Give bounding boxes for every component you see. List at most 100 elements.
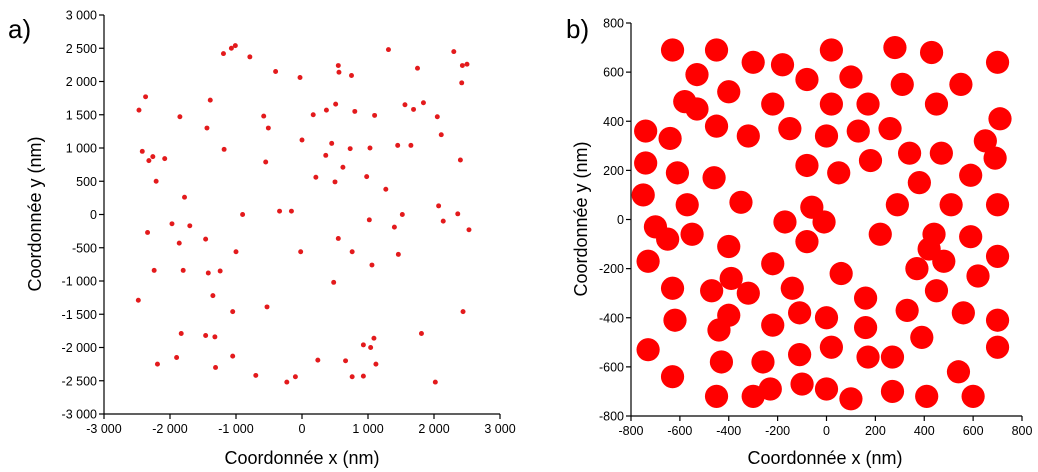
panel-a-y-tick-label: 2 000 xyxy=(66,75,97,89)
data-point xyxy=(460,309,466,315)
data-point xyxy=(658,126,682,151)
panel-b-y-tick-label: 600 xyxy=(603,66,624,80)
data-point xyxy=(665,161,690,185)
data-point xyxy=(323,152,329,158)
panel-a-y-tick-label: 3 000 xyxy=(66,9,97,23)
data-point xyxy=(371,335,377,341)
panel-b-y-tick-label: -800 xyxy=(599,410,624,424)
data-point xyxy=(973,129,997,153)
data-point xyxy=(153,178,159,184)
data-point xyxy=(261,113,267,119)
panel-a-y-tick-label: -500 xyxy=(72,241,97,255)
panel-a-points xyxy=(135,43,472,385)
panel-b-x-tick-label: 400 xyxy=(914,424,935,438)
data-point xyxy=(704,38,729,62)
panel-b-y-tick-label: -400 xyxy=(599,311,624,325)
data-point xyxy=(436,203,442,209)
data-point xyxy=(265,125,271,131)
panel-b-points xyxy=(631,35,1012,411)
data-point xyxy=(660,276,685,300)
data-point xyxy=(336,69,342,75)
data-point xyxy=(333,101,339,107)
panel-b-x-axis-title: Coordonnée x (nm) xyxy=(747,448,902,468)
data-point xyxy=(349,374,355,380)
panel-a-chart: a) -3 000 -2 000 -1 000 0 1 000 2 000 3 000 -3… xyxy=(8,9,516,469)
data-point xyxy=(819,335,843,359)
panel-a-x-tick-labels: -3 000 -2 000 -1 000 0 1 000 2 000 3 000 xyxy=(86,414,516,436)
data-point xyxy=(961,384,985,408)
data-point xyxy=(263,159,269,165)
data-point xyxy=(795,67,819,92)
data-point xyxy=(910,325,934,350)
data-point xyxy=(297,75,303,80)
data-point xyxy=(761,92,785,116)
data-point xyxy=(656,227,680,251)
data-point xyxy=(205,270,211,276)
panel-a-y-tick-label: -3 000 xyxy=(62,408,97,422)
data-point xyxy=(440,218,446,224)
data-point xyxy=(729,190,753,214)
data-point xyxy=(675,193,699,217)
data-point xyxy=(741,50,765,74)
data-point xyxy=(143,94,149,100)
data-point xyxy=(288,208,294,214)
panel-a-x-tick-label: 3 000 xyxy=(484,422,515,436)
data-point xyxy=(220,51,226,57)
data-point xyxy=(751,350,775,374)
data-point xyxy=(139,148,145,154)
data-point xyxy=(985,308,1010,332)
data-point xyxy=(150,154,156,160)
data-point xyxy=(323,107,329,113)
data-point xyxy=(332,179,338,185)
data-point xyxy=(814,306,839,330)
data-point xyxy=(761,313,785,337)
panel-a-x-tick-label: 1 000 xyxy=(352,422,383,436)
data-point xyxy=(146,158,152,164)
data-point xyxy=(761,252,785,276)
data-point xyxy=(929,141,953,165)
data-point xyxy=(299,137,305,143)
data-point xyxy=(949,72,973,97)
data-point xyxy=(434,114,440,120)
data-point xyxy=(812,210,836,234)
panel-a-y-tick-labels: -3 000 -2 500 -2 000 -1 500 -1 000 -500 0 500 1 … xyxy=(62,9,104,422)
data-point xyxy=(890,72,914,97)
data-point xyxy=(988,107,1012,131)
data-point xyxy=(985,335,1010,359)
data-point xyxy=(151,267,157,273)
data-point xyxy=(459,63,465,69)
data-point xyxy=(178,331,184,337)
data-point xyxy=(704,384,729,408)
data-point xyxy=(207,97,213,103)
data-point xyxy=(230,309,236,315)
data-point xyxy=(352,108,358,114)
panel-a-y-tick-label: 1 000 xyxy=(66,142,97,156)
data-point xyxy=(329,140,335,146)
data-point xyxy=(368,345,374,350)
data-point xyxy=(680,222,704,246)
data-point xyxy=(420,100,426,106)
data-point xyxy=(360,373,366,379)
panel-b-x-tick-label: 600 xyxy=(963,424,984,438)
data-point xyxy=(432,379,438,385)
data-point xyxy=(907,171,931,195)
panel-b-label: b) xyxy=(566,14,589,44)
panel-b-x-tick-label: -400 xyxy=(716,424,741,438)
panel-b-y-tick-labels: -800 -600 -400 -200 0 200 400 600 800 xyxy=(599,17,631,424)
data-point xyxy=(985,50,1010,74)
data-point xyxy=(885,193,909,217)
panel-a-x-tick-label: -3 000 xyxy=(86,422,121,436)
panel-a-y-tick-label: 2 500 xyxy=(66,42,97,56)
data-point xyxy=(829,261,853,286)
panel-b-chart: b) -800 -600 -400 -200 0 200 400 600 800 -800 -60… xyxy=(566,14,1032,468)
data-point xyxy=(154,361,160,367)
data-point xyxy=(814,124,839,148)
data-point xyxy=(340,164,346,170)
data-point xyxy=(717,234,741,259)
data-point xyxy=(212,334,218,340)
data-point xyxy=(162,156,168,162)
data-point xyxy=(966,264,990,288)
data-point xyxy=(232,43,238,49)
data-point xyxy=(758,377,782,401)
